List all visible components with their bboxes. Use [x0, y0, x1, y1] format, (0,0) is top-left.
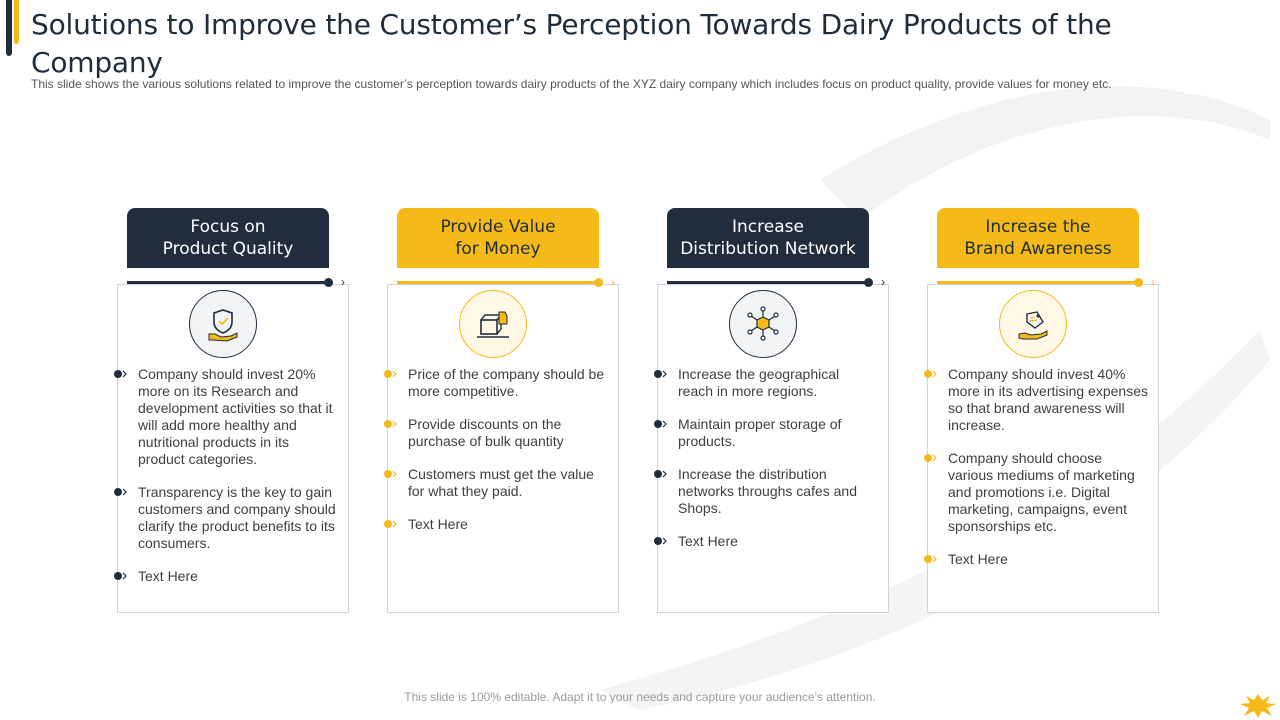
title-accent-bar — [6, 0, 19, 56]
list-item: Company should invest 40% more in its ad… — [924, 366, 1148, 434]
list-item: Transparency is the key to gain customer… — [114, 484, 338, 552]
card-header: Focus on Product Quality — [127, 208, 329, 268]
card-value-for-money: Provide Value for Money › Price of the c… — [384, 208, 619, 613]
card-distribution-network: Increase Distribution Network › Increase… — [654, 208, 889, 613]
box-network-icon — [729, 290, 797, 358]
list-item: Text Here — [384, 516, 608, 533]
list-item: Provide discounts on the purchase of bul… — [384, 416, 608, 450]
card-divider: › — [667, 275, 885, 289]
card-divider: › — [127, 275, 345, 289]
list-item: Increase the distribution networks throu… — [654, 466, 878, 517]
list-item: Increase the geographical reach in more … — [654, 366, 878, 400]
list-item: Text Here — [924, 551, 1148, 568]
card-product-quality: Focus on Product Quality › Company shoul… — [114, 208, 349, 613]
list-item: Company should invest 20% more on its Re… — [114, 366, 338, 468]
list-item: Price of the company should be more comp… — [384, 366, 608, 400]
card-header: Increase the Brand Awareness — [937, 208, 1139, 268]
splash-logo-icon — [1240, 694, 1276, 718]
card-header: Provide Value for Money — [397, 208, 599, 268]
footer-note: This slide is 100% editable. Adapt it to… — [404, 690, 876, 704]
list-item: Maintain proper storage of products. — [654, 416, 878, 450]
page-subtitle: This slide shows the various solutions r… — [31, 77, 1112, 91]
card-brand-awareness: Increase the Brand Awareness › Company s… — [924, 208, 1159, 613]
list-item: Customers must get the value for what th… — [384, 466, 608, 500]
page-title: Solutions to Improve the Customer’s Perc… — [31, 8, 1112, 79]
list-item: Text Here — [654, 533, 878, 550]
card-divider: › — [937, 275, 1155, 289]
hand-shield-icon — [189, 290, 257, 358]
hand-tag-icon — [999, 290, 1067, 358]
box-price-tag-icon — [459, 290, 527, 358]
card-header: Increase Distribution Network — [667, 208, 869, 268]
list-item: Text Here — [114, 568, 338, 585]
card-divider: › — [397, 275, 615, 289]
list-item: Company should choose various mediums of… — [924, 450, 1148, 535]
